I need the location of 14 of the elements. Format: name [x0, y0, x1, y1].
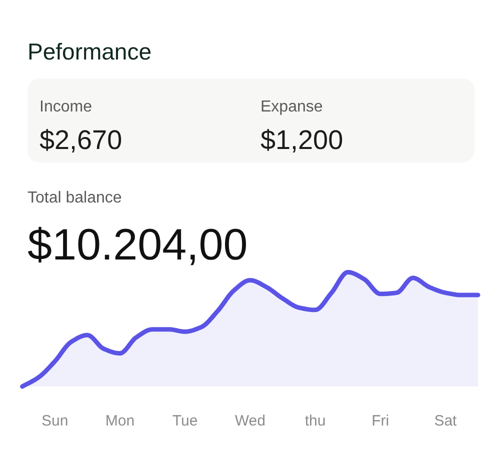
text: $1,200 — [260, 124, 344, 155]
x-tick-label: Sat — [434, 412, 458, 430]
chart-title: Peformance — [28, 38, 152, 64]
text: $2,670 — [40, 124, 122, 155]
x-tick-label: Mon — [105, 412, 135, 430]
text: Income — [40, 98, 92, 116]
x-tick-label: Tue — [172, 412, 198, 430]
x-tick-label: Wed — [234, 412, 266, 430]
text: Expanse — [260, 98, 323, 116]
x-tick-label: Fri — [372, 412, 390, 430]
text: $10.204,00 — [28, 220, 248, 270]
text: Total balance — [28, 189, 122, 206]
x-tick-label: Sun — [42, 412, 68, 430]
x-tick-label: thu — [304, 412, 326, 430]
